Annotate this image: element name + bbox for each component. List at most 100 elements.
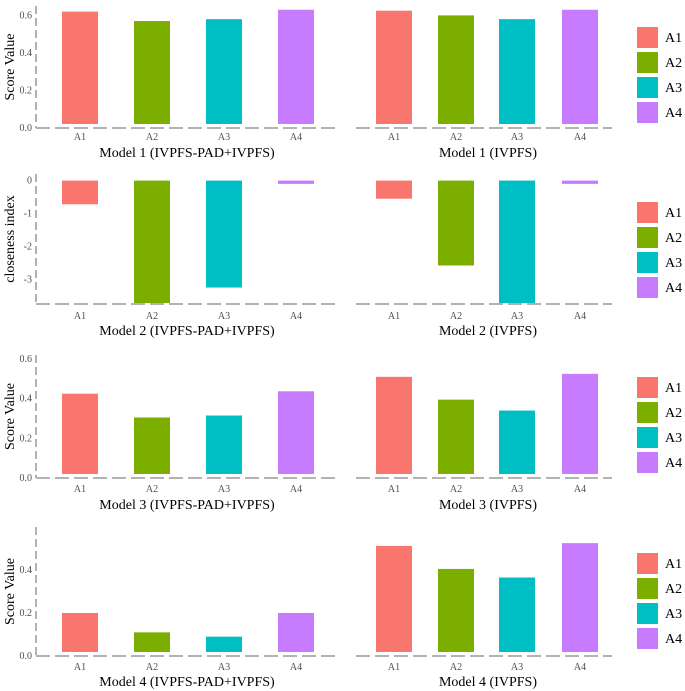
legend-key-a1 [637, 27, 658, 48]
bar-a3 [206, 180, 242, 288]
legend-key-a4 [637, 452, 658, 473]
x-tick-label: A3 [218, 311, 230, 322]
legend-key-a3 [637, 427, 658, 448]
panel-title: Model 3 (IVPFS) [439, 498, 537, 513]
legend-key-a2 [637, 578, 658, 599]
x-tick-label: A4 [574, 662, 586, 673]
panel-title: Model 4 (IVPFS-PAD+IVPFS) [99, 675, 275, 690]
legend-key-a4 [637, 102, 658, 123]
legend-key-a2 [637, 52, 658, 73]
bar-a2 [134, 632, 170, 652]
bar-a4 [562, 180, 598, 184]
legend-key-a1 [637, 202, 658, 223]
x-tick-label: A4 [290, 662, 302, 673]
x-tick-label: A2 [450, 662, 462, 673]
panel-title: Model 3 (IVPFS-PAD+IVPFS) [99, 498, 275, 513]
y-axis-title: closeness index [3, 195, 18, 282]
y-tick-label: 0.4 [20, 565, 33, 576]
panel-title: Model 1 (IVPFS) [439, 146, 537, 161]
legend-label: A3 [665, 607, 682, 622]
legend-key-a2 [637, 227, 658, 248]
legend-key-a3 [637, 252, 658, 273]
bar-a2 [438, 399, 474, 474]
bar-a2 [134, 417, 170, 474]
x-tick-label: A1 [388, 311, 400, 322]
bar-a4 [562, 543, 598, 652]
x-tick-label: A2 [450, 311, 462, 322]
bar-a3 [499, 180, 535, 304]
x-tick-label: A4 [574, 132, 586, 143]
legend-label: A2 [665, 231, 682, 246]
legend-label: A2 [665, 56, 682, 71]
bar-a4 [562, 373, 598, 474]
y-tick-label: -2 [24, 241, 32, 252]
x-tick-label: A4 [574, 311, 586, 322]
x-tick-label: A2 [146, 662, 158, 673]
y-tick-label: -3 [24, 274, 32, 285]
y-tick-label: 0.0 [20, 473, 33, 484]
legend-key-a1 [637, 377, 658, 398]
bar-a1 [62, 11, 98, 125]
bar-a2 [438, 568, 474, 652]
legend-key-a3 [637, 603, 658, 624]
y-axis-title: Score Value [3, 383, 18, 450]
bar-a1 [376, 180, 412, 199]
legend-label: A4 [665, 456, 682, 471]
legend-label: A3 [665, 256, 682, 271]
x-tick-label: A3 [511, 662, 523, 673]
y-tick-label: 0.2 [20, 608, 33, 619]
x-tick-label: A1 [74, 132, 86, 143]
panel-title: Model 2 (IVPFS) [439, 324, 537, 339]
x-tick-label: A4 [290, 484, 302, 495]
bar-a1 [62, 180, 98, 205]
bar-a2 [438, 180, 474, 266]
x-tick-label: A1 [74, 662, 86, 673]
x-tick-label: A1 [388, 662, 400, 673]
legend-key-a2 [637, 402, 658, 423]
bar-a4 [278, 180, 314, 184]
bar-a3 [206, 19, 242, 125]
y-tick-label: 0.4 [20, 394, 33, 405]
x-tick-label: A3 [511, 132, 523, 143]
bar-a4 [278, 391, 314, 474]
x-tick-label: A2 [146, 484, 158, 495]
legend-label: A3 [665, 81, 682, 96]
y-tick-label: 0 [27, 176, 32, 187]
y-tick-label: -1 [24, 208, 32, 219]
y-tick-label: 0.2 [20, 85, 33, 96]
legend-key-a4 [637, 277, 658, 298]
legend-label: A4 [665, 281, 682, 296]
bar-a3 [206, 415, 242, 474]
legend-label: A1 [665, 557, 682, 572]
x-tick-label: A2 [146, 311, 158, 322]
bar-a1 [62, 393, 98, 474]
y-tick-label: 0.6 [20, 354, 33, 365]
y-tick-label: 0.0 [20, 123, 33, 134]
bar-a3 [206, 636, 242, 652]
x-tick-label: A1 [74, 311, 86, 322]
bar-a2 [438, 15, 474, 125]
y-tick-label: 0.0 [20, 651, 33, 662]
x-tick-label: A1 [74, 484, 86, 495]
legend-label: A4 [665, 106, 682, 121]
bar-a1 [376, 376, 412, 474]
y-axis-title: Score Value [3, 34, 18, 101]
x-tick-label: A1 [388, 132, 400, 143]
x-tick-label: A3 [218, 484, 230, 495]
legend-label: A1 [665, 381, 682, 396]
x-tick-label: A3 [511, 311, 523, 322]
legend-label: A1 [665, 31, 682, 46]
legend-label: A1 [665, 206, 682, 221]
legend-label: A3 [665, 431, 682, 446]
bar-a4 [278, 9, 314, 125]
bar-a1 [376, 10, 412, 125]
y-tick-label: 0.2 [20, 433, 33, 444]
bar-a1 [376, 545, 412, 652]
legend-key-a4 [637, 628, 658, 649]
legend-label: A4 [665, 632, 682, 647]
x-tick-label: A2 [450, 132, 462, 143]
bar-a3 [499, 19, 535, 125]
panel-title: Model 4 (IVPFS) [439, 675, 537, 690]
bar-a2 [134, 180, 170, 304]
